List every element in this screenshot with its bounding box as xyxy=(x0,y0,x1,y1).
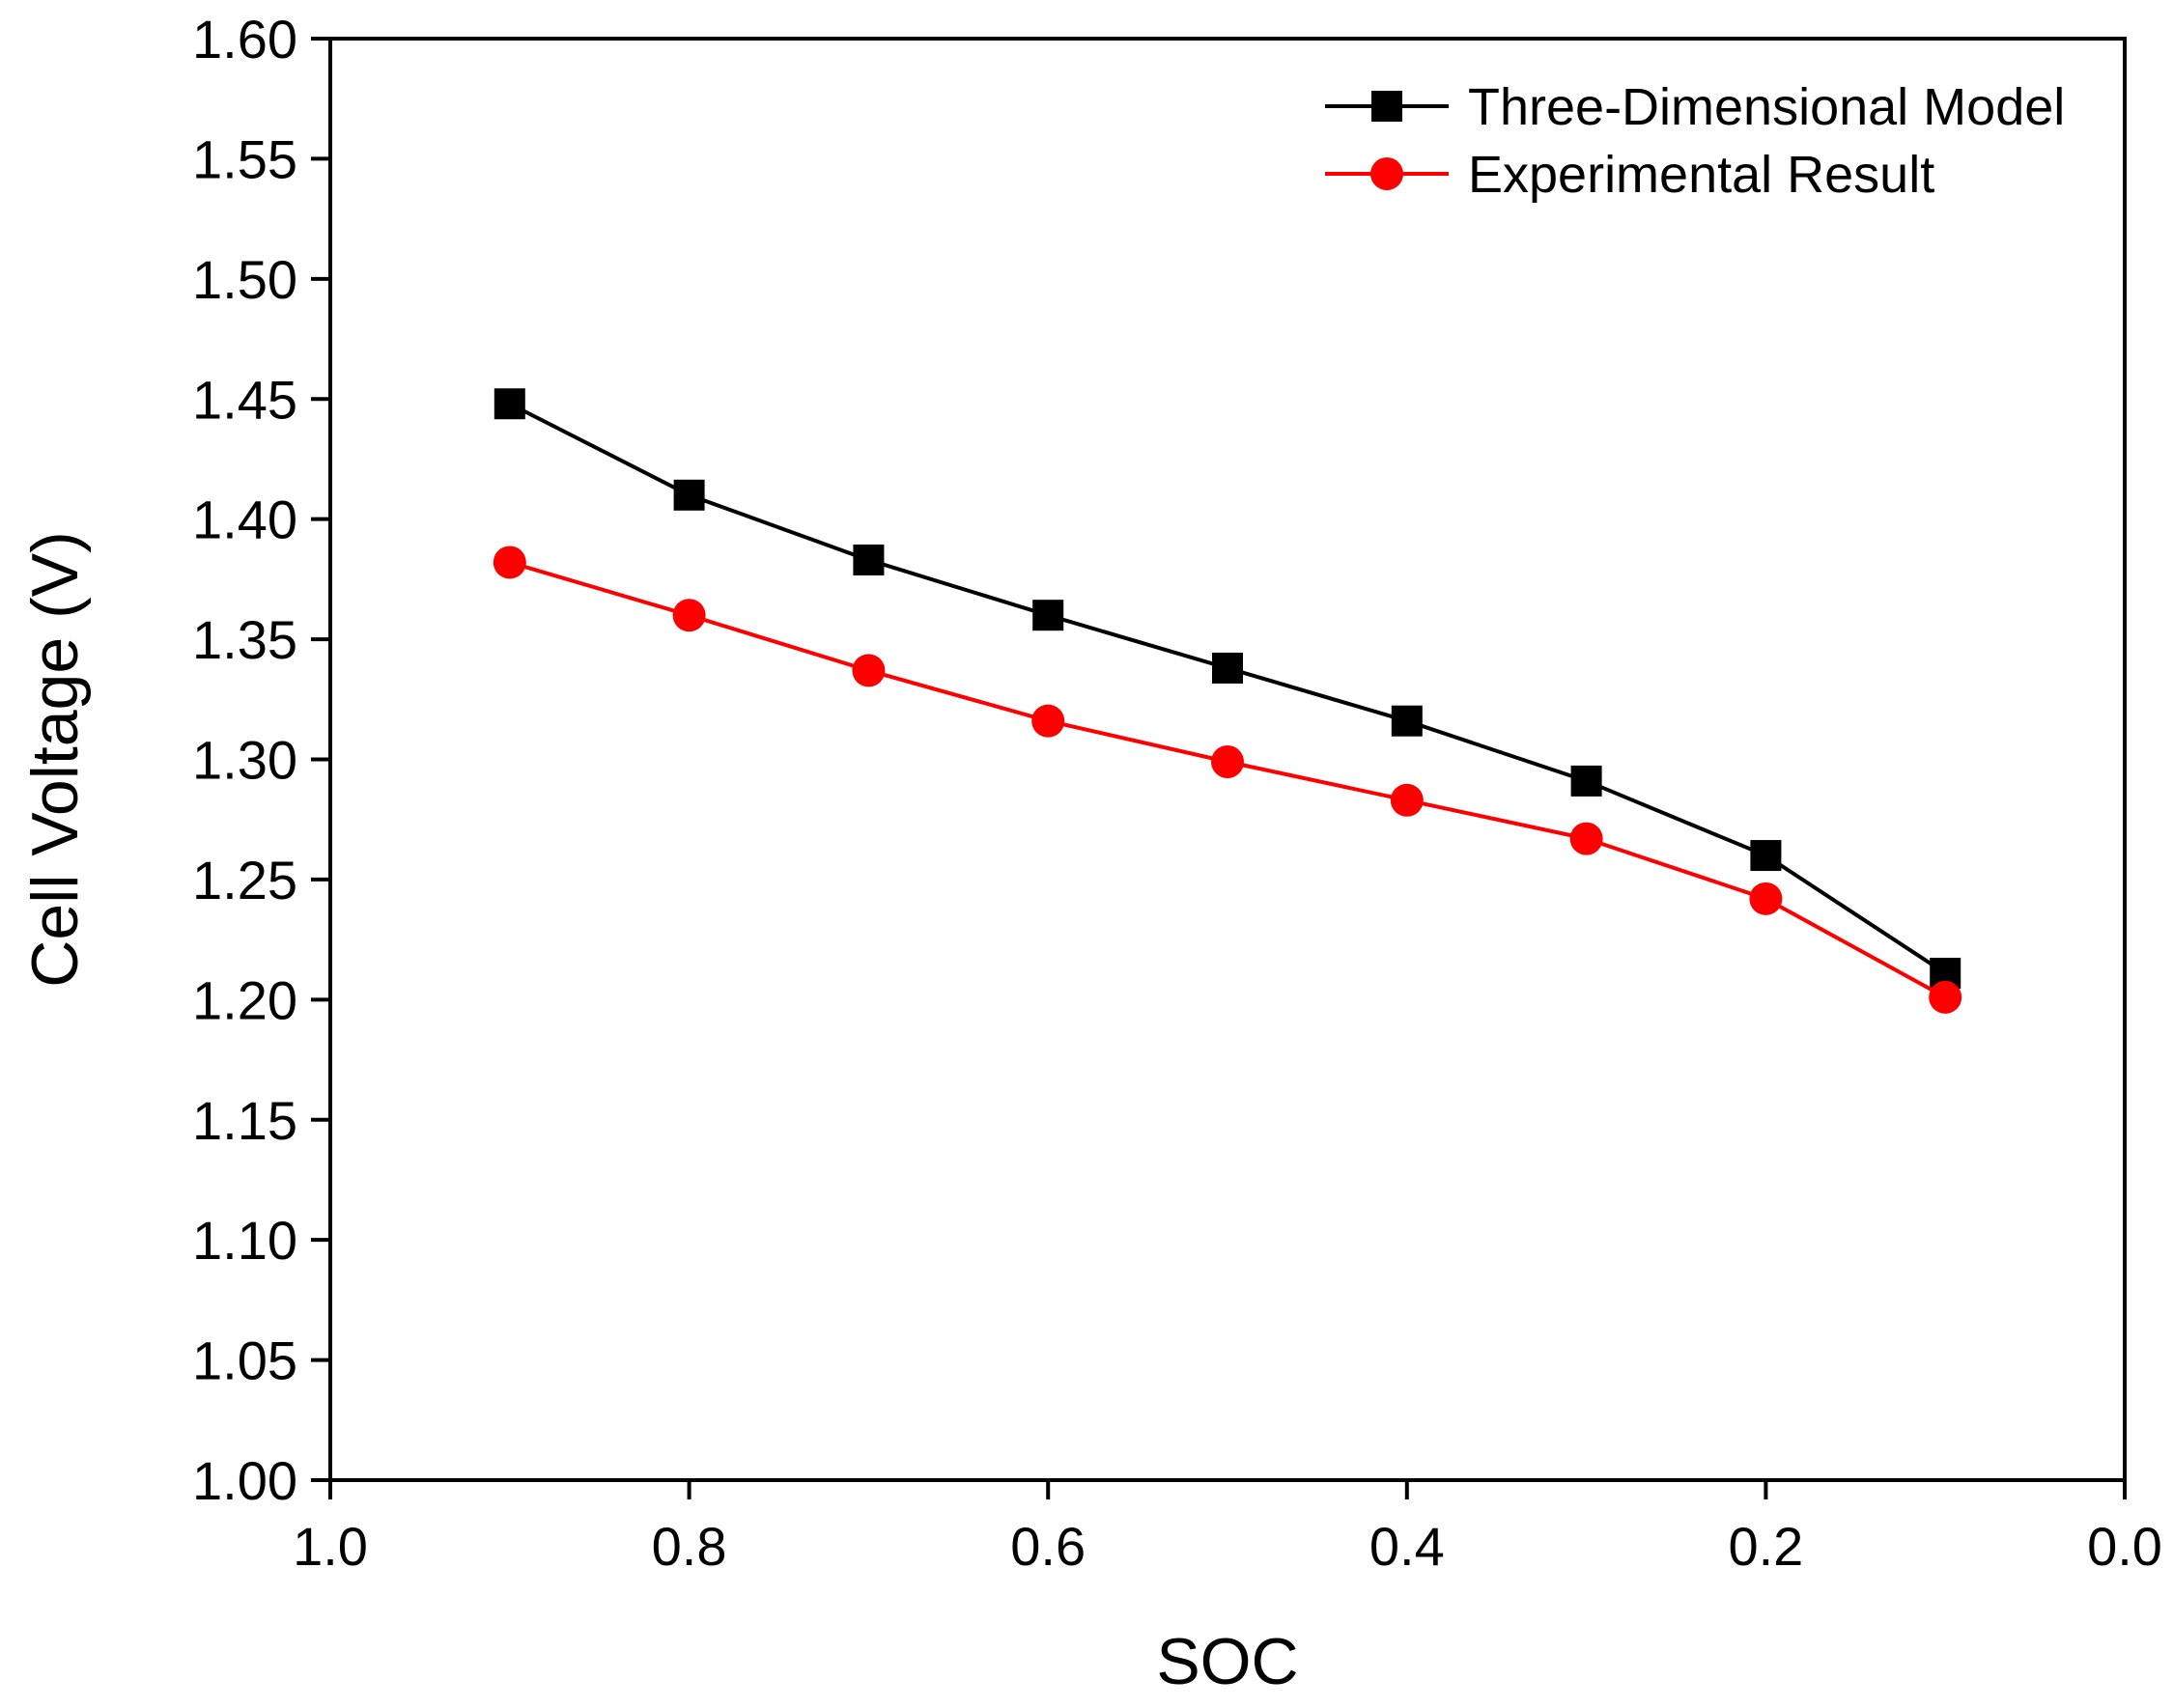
y-tick-label: 1.10 xyxy=(192,1210,297,1271)
data-point-experimental-result xyxy=(1031,704,1065,738)
data-point-three-dimensional-model xyxy=(853,544,885,575)
y-tick-label: 1.00 xyxy=(192,1450,297,1511)
y-tick-label: 1.50 xyxy=(192,249,297,310)
x-tick-label: 0.2 xyxy=(1728,1516,1803,1577)
legend-item-experimental-result: Experimental Result xyxy=(1325,146,1934,204)
data-point-three-dimensional-model xyxy=(1032,600,1064,631)
data-point-experimental-result xyxy=(1749,882,1783,915)
x-axis-title: SOC xyxy=(1156,1625,1298,1698)
legend: Three-Dimensional Model Experimental Res… xyxy=(1325,78,2065,204)
y-tick-label: 1.25 xyxy=(192,850,297,910)
y-tick-label: 1.30 xyxy=(192,730,297,791)
x-tick-label: 1.0 xyxy=(293,1516,368,1577)
y-tick-label: 1.05 xyxy=(192,1330,297,1391)
x-tick-label: 0.8 xyxy=(652,1516,727,1577)
data-point-three-dimensional-model xyxy=(1570,765,1602,797)
series-three-dimensional-model xyxy=(494,388,1961,989)
data-point-three-dimensional-model xyxy=(1391,705,1423,737)
x-tick-label: 0.0 xyxy=(2087,1516,2162,1577)
data-point-experimental-result xyxy=(1211,744,1244,778)
data-point-experimental-result xyxy=(1390,783,1424,817)
data-point-experimental-result xyxy=(1569,822,1603,855)
y-tick-label: 1.40 xyxy=(192,490,297,550)
series-layer xyxy=(493,388,1962,1014)
y-tick-label: 1.45 xyxy=(192,369,297,430)
data-point-three-dimensional-model xyxy=(1750,840,1782,872)
legend-marker-experimental-result xyxy=(1370,157,1403,190)
data-point-experimental-result xyxy=(672,599,706,632)
y-axis-title: Cell Voltage (V) xyxy=(18,531,92,987)
legend-label-experimental-result: Experimental Result xyxy=(1468,146,1934,204)
y-tick-label: 1.15 xyxy=(192,1090,297,1151)
legend-marker-three-dimensional-model xyxy=(1371,91,1402,122)
data-point-experimental-result xyxy=(1929,980,1962,1014)
x-axis: 1.0 0.8 0.6 0.4 0.2 0.0 xyxy=(293,1480,2162,1577)
y-tick-label: 1.60 xyxy=(192,9,297,70)
data-point-three-dimensional-model xyxy=(494,388,525,420)
y-tick-label: 1.20 xyxy=(192,969,297,1030)
data-point-three-dimensional-model xyxy=(673,479,705,511)
x-tick-label: 0.4 xyxy=(1369,1516,1445,1577)
data-point-experimental-result xyxy=(493,546,526,579)
data-point-experimental-result xyxy=(852,654,886,687)
series-experimental-result xyxy=(493,546,1962,1014)
data-point-three-dimensional-model xyxy=(1212,652,1243,684)
legend-label-three-dimensional-model: Three-Dimensional Model xyxy=(1468,78,2065,136)
y-tick-label: 1.35 xyxy=(192,609,297,670)
x-tick-label: 0.6 xyxy=(1010,1516,1086,1577)
y-axis: 1.00 1.05 1.10 1.15 1.20 1.25 1.30 1.35 1.40 1.45… xyxy=(192,9,330,1511)
legend-item-three-dimensional-model: Three-Dimensional Model xyxy=(1325,78,2065,136)
y-tick-label: 1.55 xyxy=(192,128,297,189)
